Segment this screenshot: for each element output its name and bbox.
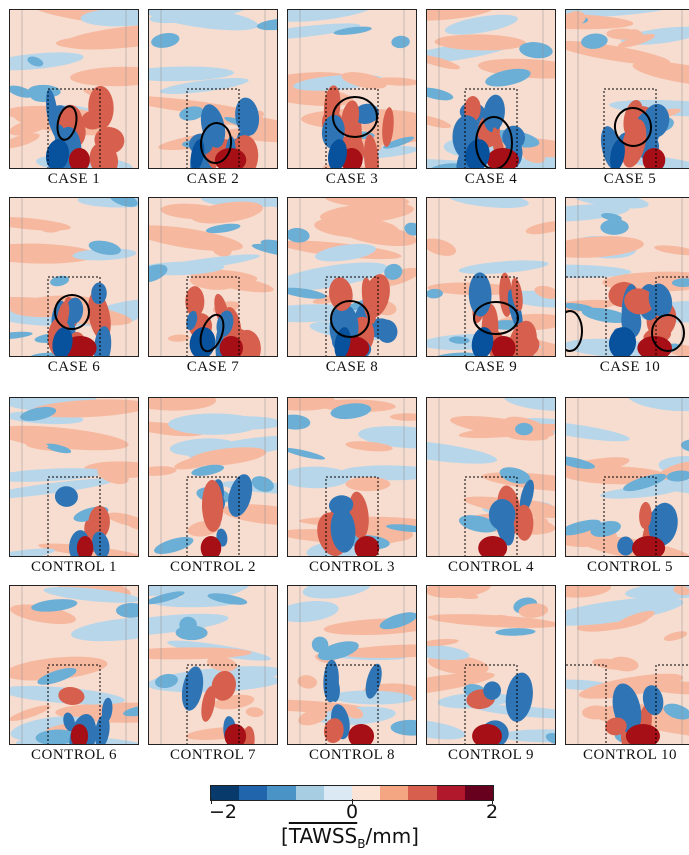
control-4-label: CONTROL 4	[447, 559, 535, 575]
case-10-map	[565, 197, 689, 357]
control-1-map	[9, 397, 139, 557]
case-7-map	[148, 197, 278, 357]
colorbar-tick-max	[492, 799, 493, 804]
case-10-label: CASE 10	[599, 359, 661, 375]
colorbar-segment-5	[323, 786, 353, 800]
case-5-map	[565, 9, 689, 169]
colorbar-title-suffix: /mm]	[365, 824, 419, 848]
control-7-label: CONTROL 7	[169, 747, 257, 763]
colorbar-title-main: TAWSS	[288, 824, 358, 848]
control-5-label: CONTROL 5	[586, 559, 674, 575]
colorbar-tick-mid	[352, 799, 353, 804]
colorbar-title-sub: B	[357, 837, 366, 851]
control-8-label: CONTROL 8	[308, 747, 396, 763]
control-9-label: CONTROL 9	[447, 747, 535, 763]
control-4-map	[426, 397, 556, 557]
control-7-map	[148, 585, 278, 745]
case-2-label: CASE 2	[186, 171, 240, 187]
case-1-map	[9, 9, 139, 169]
control-10-map	[565, 585, 689, 745]
case-3-label: CASE 3	[325, 171, 379, 187]
colorbar-segment-10	[464, 786, 494, 800]
colorbar-segment-2	[239, 786, 268, 800]
control-5-map	[565, 397, 689, 557]
colorbar-segment-8	[408, 786, 437, 800]
colorbar-min-label: −2	[208, 801, 237, 823]
colorbar-mid-label: 0	[345, 801, 359, 823]
case-2-map	[148, 9, 278, 169]
control-9-map	[426, 585, 556, 745]
colorbar-segment-7	[380, 786, 409, 800]
colorbar	[210, 785, 494, 801]
case-4-label: CASE 4	[464, 171, 518, 187]
case-8-map	[287, 197, 417, 357]
control-3-map	[287, 397, 417, 557]
case-6-map	[9, 197, 139, 357]
case-9-map	[426, 197, 556, 357]
colorbar-title: [TAWSSB/mm]	[200, 824, 500, 851]
control-2-label: CONTROL 2	[169, 559, 257, 575]
control-8-map	[287, 585, 417, 745]
colorbar-segment-1	[211, 786, 240, 800]
case-7-label: CASE 7	[186, 359, 240, 375]
case-1-label: CASE 1	[47, 171, 101, 187]
colorbar-segment-6	[352, 786, 381, 800]
control-6-map	[9, 585, 139, 745]
colorbar-max-label: 2	[485, 801, 499, 823]
control-1-label: CONTROL 1	[30, 559, 118, 575]
case-3-map	[287, 9, 417, 169]
colorbar-segment-4	[295, 786, 324, 800]
control-2-map	[148, 397, 278, 557]
case-9-label: CASE 9	[464, 359, 518, 375]
case-6-label: CASE 6	[47, 359, 101, 375]
case-8-label: CASE 8	[325, 359, 379, 375]
colorbar-title-prefix: [	[281, 824, 289, 848]
colorbar-segment-3	[267, 786, 296, 800]
case-4-map	[426, 9, 556, 169]
colorbar-segment-9	[436, 786, 465, 800]
colorbar-tick-min	[211, 799, 212, 804]
case-5-label: CASE 5	[603, 171, 657, 187]
control-3-label: CONTROL 3	[308, 559, 396, 575]
control-10-label: CONTROL 10	[582, 747, 678, 763]
control-6-label: CONTROL 6	[30, 747, 118, 763]
